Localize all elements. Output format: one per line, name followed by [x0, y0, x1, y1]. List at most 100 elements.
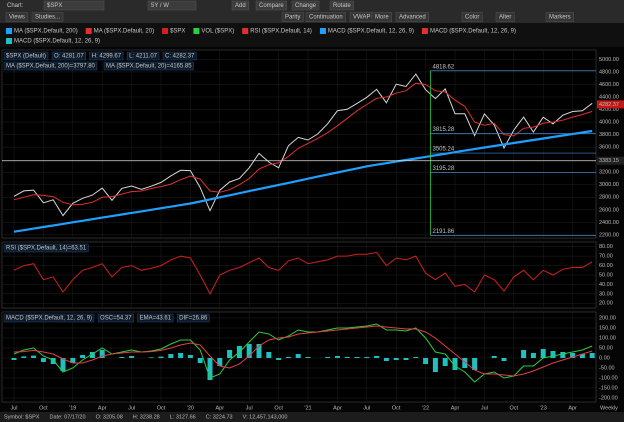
button[interactable] — [545, 12, 574, 22]
panel — [1, 49, 597, 239]
histogram-bar — [70, 358, 76, 363]
toolbar-item[interactable]: Rotate — [333, 3, 351, 9]
fib-label: 3195.28 — [433, 166, 455, 172]
histogram-bar — [266, 352, 272, 358]
legend-swatch — [242, 28, 249, 34]
status-item: Date: 07/17/20 — [49, 414, 85, 420]
toolbar-item[interactable]: Markers — [549, 15, 571, 21]
histogram-bar — [501, 358, 507, 361]
y-tick-label: -150.00 — [599, 385, 618, 391]
legend-label: RSI ($SPX.Default, 14) — [250, 29, 312, 35]
toolbar-item[interactable]: Compare — [259, 3, 284, 9]
histogram-bar — [197, 358, 203, 363]
y-tick-label: 4000.00 — [599, 120, 619, 126]
legend-swatch — [6, 38, 12, 44]
x-tick-label: Apr — [216, 405, 225, 411]
x-tick-label: Apr — [98, 405, 107, 411]
price-tag — [597, 156, 624, 165]
toolbar-item[interactable]: VWAP — [353, 15, 370, 21]
button[interactable] — [5, 12, 29, 22]
y-tick-label: 4800.00 — [599, 69, 619, 75]
toolbar-item[interactable]: Add — [235, 3, 246, 9]
histogram-bar — [50, 358, 56, 364]
button[interactable] — [305, 12, 346, 22]
series-line — [13, 129, 593, 233]
panel-subheader: MA ($SPX.Default, 200)=3797.80 — [6, 64, 96, 70]
y-tick-label: 3600.00 — [599, 145, 619, 151]
histogram-bar — [31, 355, 37, 358]
button[interactable] — [281, 12, 304, 22]
histogram-bar — [325, 357, 331, 358]
toolbar-item[interactable]: Continuation — [309, 15, 343, 21]
toolbar-item[interactable]: Studies... — [35, 15, 60, 21]
header-box — [103, 61, 194, 71]
status-item: Symbol: $SPX — [4, 414, 40, 420]
header-box — [126, 51, 160, 61]
histogram-bar — [158, 356, 164, 358]
period-label: Weekly — [600, 405, 618, 411]
button[interactable] — [395, 12, 429, 22]
x-tick-label: Jul — [246, 405, 253, 411]
toolbar-item[interactable]: 5Y / W — [151, 3, 169, 9]
histogram-bar — [21, 356, 27, 358]
legend-bar — [0, 23, 624, 47]
status-item: C: 3224.73 — [206, 414, 233, 420]
button[interactable] — [329, 0, 354, 11]
legend-label: MACD ($SPX.Default, 12, 26, 9) — [430, 29, 516, 35]
y-tick-label: 150.00 — [599, 325, 616, 331]
histogram-bar — [99, 350, 105, 358]
toolbar-item[interactable]: More — [375, 15, 389, 21]
panel-header: $SPX (Default) — [6, 54, 46, 60]
y-tick-label: 40.00 — [599, 282, 613, 288]
button[interactable] — [255, 0, 287, 11]
x-tick-label: Oct — [39, 405, 48, 411]
toolbar-item[interactable]: Change — [295, 3, 317, 9]
y-tick-label: 100.00 — [599, 335, 616, 341]
legend-swatch — [85, 28, 92, 34]
histogram-bar — [462, 358, 468, 368]
toolbar-item[interactable]: Advanced — [399, 15, 426, 21]
status-item: L: 3127.66 — [170, 414, 196, 420]
histogram-bar — [432, 358, 438, 372]
legend-swatch — [162, 28, 169, 34]
status-bar — [0, 412, 624, 422]
button[interactable] — [371, 12, 392, 22]
x-tick-label: Jul — [10, 405, 17, 411]
histogram-bar — [276, 358, 282, 360]
histogram-bar — [295, 354, 301, 358]
legend-swatch — [193, 28, 200, 34]
toolbar-item[interactable]: Parity — [285, 15, 300, 21]
header-box — [176, 313, 210, 323]
button[interactable] — [43, 0, 105, 11]
y-tick-label: 2800.00 — [599, 195, 619, 201]
y-tick-label: 80.00 — [599, 244, 613, 250]
toolbar-item[interactable]: $SPX — [47, 3, 62, 9]
histogram-bar — [589, 353, 595, 358]
legend-label: MA ($SPX.Default, 20) — [94, 29, 154, 35]
y-tick-label: 4600.00 — [599, 82, 619, 88]
toolbar-item[interactable]: Alter — [499, 15, 511, 21]
toolbar-item[interactable]: Color — [465, 15, 479, 21]
last-price-label: 4282.37 — [599, 102, 619, 108]
button[interactable] — [31, 12, 64, 22]
histogram-bar — [148, 357, 154, 358]
panel-subheader: MA ($SPX.Default, 20)=4165.85 — [106, 64, 192, 70]
button[interactable] — [495, 12, 515, 22]
histogram-bar — [217, 358, 223, 366]
legend-swatch — [6, 28, 12, 34]
histogram-bar — [413, 357, 419, 358]
x-tick-label: '21 — [304, 405, 311, 411]
histogram-bar — [442, 358, 448, 366]
y-tick-label: -200.00 — [599, 395, 618, 401]
button[interactable] — [291, 0, 320, 11]
button[interactable] — [231, 0, 249, 11]
button[interactable] — [461, 12, 483, 22]
series-line — [13, 325, 593, 377]
histogram-bar — [11, 358, 17, 360]
x-tick-label: Oct — [274, 405, 283, 411]
toolbar-item[interactable]: Views — [9, 15, 25, 21]
button[interactable] — [147, 0, 197, 11]
histogram-bar — [246, 344, 252, 358]
x-tick-label: Apr — [451, 405, 460, 411]
